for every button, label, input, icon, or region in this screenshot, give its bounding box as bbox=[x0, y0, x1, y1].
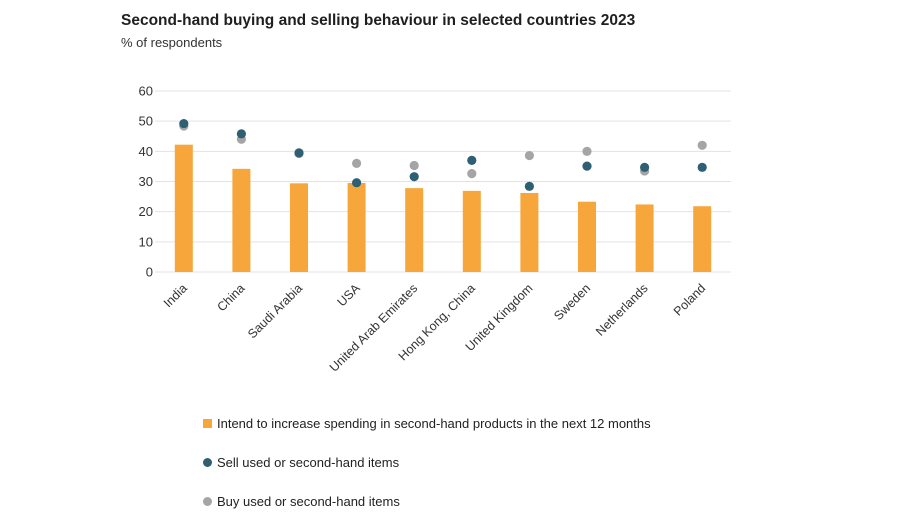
sell-point-6 bbox=[524, 181, 535, 191]
x-tick-label-8: Netherlands bbox=[593, 281, 651, 339]
bar-7 bbox=[578, 201, 596, 272]
y-tick-label-10: 10 bbox=[139, 234, 153, 249]
y-tick-label-0: 0 bbox=[146, 265, 153, 280]
x-tick-label-9: Poland bbox=[671, 281, 708, 318]
bar-2 bbox=[290, 183, 308, 272]
bar-0 bbox=[174, 144, 193, 272]
bar-9 bbox=[693, 206, 712, 272]
sell-point-4 bbox=[409, 172, 419, 182]
bar-8 bbox=[635, 204, 654, 272]
y-tick-label-50: 50 bbox=[139, 114, 153, 129]
legend-swatch-sell bbox=[203, 458, 212, 467]
legend-label-intend: Intend to increase spending in second-ha… bbox=[217, 416, 651, 431]
bar-4 bbox=[405, 188, 424, 272]
legend-label-buy: Buy used or second-hand items bbox=[217, 494, 400, 509]
y-tick-label-30: 30 bbox=[139, 174, 153, 189]
x-tick-label-3: USA bbox=[335, 281, 364, 310]
bar-1 bbox=[232, 168, 251, 272]
sell-point-1 bbox=[236, 129, 246, 139]
bar-6 bbox=[520, 192, 539, 272]
bar-3 bbox=[347, 183, 366, 272]
y-tick-label-20: 20 bbox=[139, 204, 153, 219]
buy-point-9 bbox=[697, 140, 707, 150]
sell-point-5 bbox=[467, 155, 477, 165]
chart-subtitle: % of respondents bbox=[121, 35, 223, 50]
x-tick-label-1: China bbox=[215, 281, 248, 314]
legend-swatch-intend bbox=[203, 419, 212, 428]
sell-point-8 bbox=[640, 162, 650, 172]
chart-legend: Intend to increase spending in second-ha… bbox=[203, 404, 651, 521]
bar-5 bbox=[462, 190, 481, 272]
sell-point-0 bbox=[179, 118, 189, 129]
x-tick-label-2: Saudi Arabia bbox=[245, 281, 305, 341]
x-tick-label-0: India bbox=[161, 281, 190, 310]
y-tick-label-40: 40 bbox=[139, 144, 153, 159]
sell-point-2 bbox=[294, 148, 304, 158]
buy-point-5 bbox=[467, 169, 477, 179]
buy-point-4 bbox=[409, 160, 419, 171]
chart-title: Second-hand buying and selling behaviour… bbox=[121, 12, 636, 29]
buy-point-7 bbox=[582, 146, 592, 156]
legend-item-sell: Sell used or second-hand items bbox=[203, 443, 651, 482]
legend-item-buy: Buy used or second-hand items bbox=[203, 482, 651, 521]
buy-point-3 bbox=[352, 158, 362, 168]
y-tick-label-60: 60 bbox=[139, 84, 153, 99]
sell-point-7 bbox=[582, 161, 592, 171]
buy-point-6 bbox=[524, 150, 535, 161]
x-tick-label-7: Sweden bbox=[551, 281, 593, 323]
sell-point-9 bbox=[697, 162, 707, 172]
legend-item-intend: Intend to increase spending in second-ha… bbox=[203, 404, 651, 443]
legend-label-sell: Sell used or second-hand items bbox=[217, 455, 400, 470]
sell-point-3 bbox=[352, 178, 362, 188]
legend-swatch-buy bbox=[203, 497, 212, 506]
